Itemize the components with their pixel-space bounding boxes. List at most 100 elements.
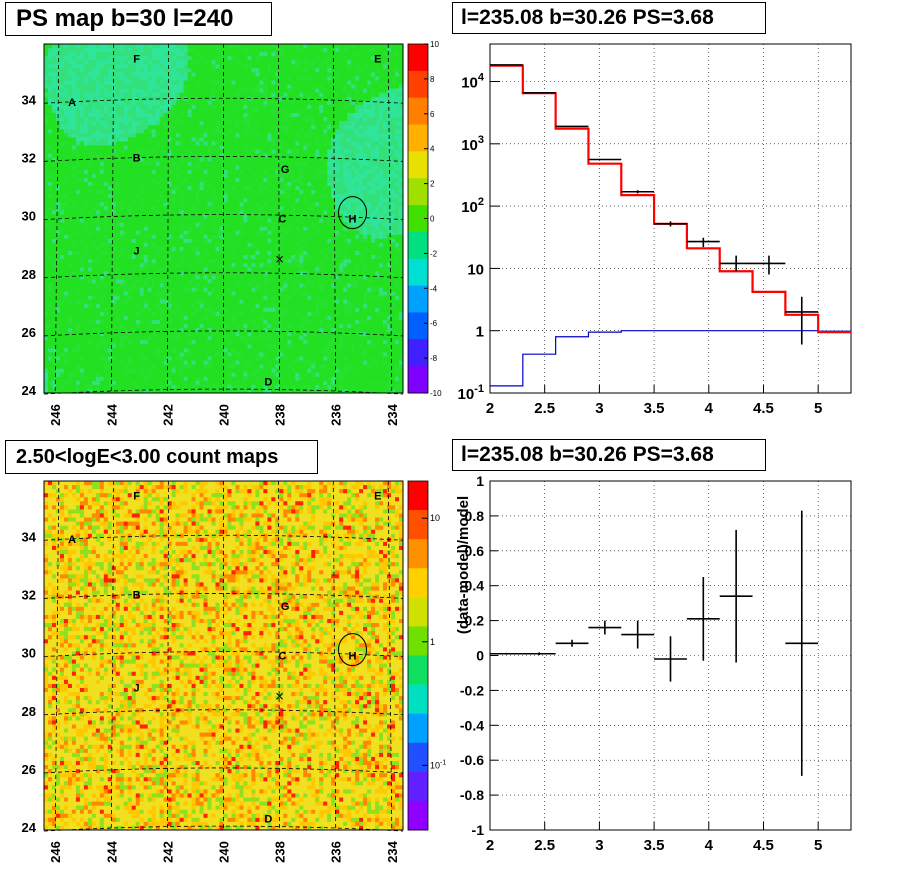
heatmap-cell (259, 125, 264, 130)
heatmap-cell (199, 214, 205, 219)
heatmap-cell (223, 303, 228, 309)
heatmap-cell (151, 214, 157, 219)
heatmap-cell (44, 384, 49, 390)
heatmap-cell (63, 307, 69, 313)
heatmap-cell (255, 271, 260, 276)
heatmap-cell (207, 279, 213, 284)
heatmap-cell (51, 263, 57, 268)
heatmap-cell (55, 360, 61, 366)
heatmap-cell (155, 60, 161, 65)
heatmap-cell (79, 222, 85, 228)
heatmap-cell (163, 149, 169, 155)
heatmap-cell (131, 263, 137, 268)
heatmap-cell (271, 129, 276, 134)
heatmap-cell (59, 52, 65, 57)
heatmap-cell (151, 145, 157, 151)
heatmap-cell (147, 263, 153, 268)
heatmap-cell (155, 145, 161, 151)
heatmap-cell (107, 96, 113, 102)
heatmap-cell (199, 328, 205, 333)
heatmap-cell (199, 388, 205, 394)
heatmap-cell (63, 129, 69, 134)
heatmap-cell (231, 125, 236, 130)
heatmap-cell (123, 234, 129, 240)
heatmap-cell (135, 181, 141, 187)
heatmap-cell (211, 186, 217, 191)
heatmap-cell (159, 157, 165, 163)
heatmap-cell (183, 133, 189, 138)
heatmap-cell (155, 52, 161, 57)
heatmap-cell (99, 259, 105, 264)
heatmap-cell (235, 48, 240, 53)
heatmap-cell (243, 137, 248, 142)
heatmap-cell (143, 157, 149, 163)
heatmap-cell (95, 108, 101, 114)
heatmap-cell (115, 210, 121, 215)
heatmap-cell (199, 348, 205, 353)
heatmap-cell (179, 295, 185, 301)
heatmap-cell (235, 206, 240, 211)
heatmap-cell (99, 145, 105, 151)
heatmap-cell (171, 117, 177, 122)
heatmap-cell (123, 137, 129, 142)
heatmap-cell (267, 307, 272, 313)
heatmap-cell (243, 88, 248, 94)
heatmap-cell (211, 328, 217, 333)
heatmap-cell (151, 238, 157, 244)
heatmap-cell (127, 311, 133, 317)
heatmap-cell (271, 267, 276, 272)
heatmap-cell (171, 141, 177, 146)
heatmap-cell (239, 242, 244, 248)
heatmap-cell (247, 153, 252, 159)
heatmap-cell (143, 291, 149, 297)
heatmap-cell (44, 295, 49, 301)
heatmap-cell (251, 348, 256, 353)
heatmap-cell (167, 238, 173, 244)
heatmap-cell (199, 263, 205, 268)
heatmap-cell (219, 372, 224, 378)
heatmap-cell (103, 157, 109, 163)
heatmap-cell (171, 133, 177, 138)
heatmap-cell (79, 161, 85, 167)
heatmap-cell (171, 388, 177, 394)
heatmap-cell (111, 255, 117, 260)
heatmap-cell (123, 72, 129, 77)
heatmap-cell (79, 311, 85, 317)
heatmap-cell (139, 295, 145, 301)
heatmap-cell (147, 76, 153, 82)
heatmap-cell (143, 230, 149, 236)
heatmap-cell (207, 84, 213, 90)
heatmap-cell (103, 328, 109, 333)
heatmap-cell (211, 238, 217, 244)
heatmap-cell (267, 255, 272, 260)
heatmap-cell (51, 145, 57, 151)
heatmap-cell (47, 299, 53, 305)
heatmap-cell (243, 283, 248, 288)
heatmap-cell (227, 100, 232, 106)
heatmap-cell (51, 287, 57, 293)
heatmap-cell (127, 92, 133, 98)
heatmap-cell (255, 319, 260, 325)
heatmap-cell (267, 177, 272, 183)
heatmap-cell (87, 234, 93, 240)
heatmap-cell (55, 88, 61, 94)
heatmap-cell (139, 149, 145, 155)
heatmap-cell (263, 173, 268, 179)
heatmap-cell (107, 376, 113, 382)
heatmap-cell (267, 145, 272, 151)
heatmap-cell (167, 222, 173, 228)
heatmap-cell (151, 52, 157, 57)
heatmap-cell (203, 64, 209, 69)
heatmap-cell (115, 194, 121, 199)
heatmap-cell (95, 324, 101, 329)
heatmap-cell (44, 137, 49, 142)
heatmap-cell (99, 242, 105, 248)
heatmap-cell (75, 255, 81, 260)
heatmap-cell (71, 250, 77, 256)
heatmap-cell (155, 380, 161, 386)
heatmap-cell (139, 275, 145, 280)
heatmap-cell (139, 80, 145, 86)
heatmap-cell (63, 121, 69, 126)
heatmap-cell (215, 344, 221, 349)
heatmap-cell (95, 356, 101, 362)
